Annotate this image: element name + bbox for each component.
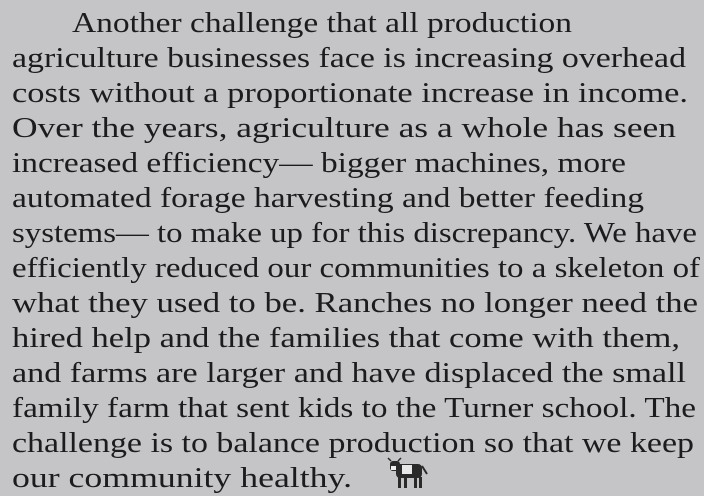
text-line: systems— to make up for this discrepancy…	[12, 217, 697, 249]
text-line: challenge is to balance production so th…	[12, 427, 694, 459]
text-line: agriculture businesses face is increasin…	[12, 42, 687, 74]
text-line: Another challenge that all production	[72, 7, 573, 39]
text-line: what they used to be. Ranches no longer …	[12, 287, 698, 319]
text-line: our community healthy.	[12, 462, 352, 494]
document: Another challenge that all productionagr…	[0, 0, 704, 496]
text-line: increased efficiency— bigger machines, m…	[12, 147, 626, 179]
page: Another challenge that all productionagr…	[0, 0, 704, 496]
text-line: family farm that sent kids to the Turner…	[12, 392, 696, 424]
text-line: hired help and the families that come wi…	[12, 322, 680, 354]
text-line: automated forage harvesting and better f…	[12, 182, 644, 214]
text-line: costs without a proportionate increase i…	[12, 77, 688, 109]
text-line: and farms are larger and have displaced …	[12, 357, 686, 389]
text-line: efficiently reduced our communities to a…	[12, 252, 700, 284]
text-line: Over the years, agriculture as a whole h…	[12, 112, 677, 144]
